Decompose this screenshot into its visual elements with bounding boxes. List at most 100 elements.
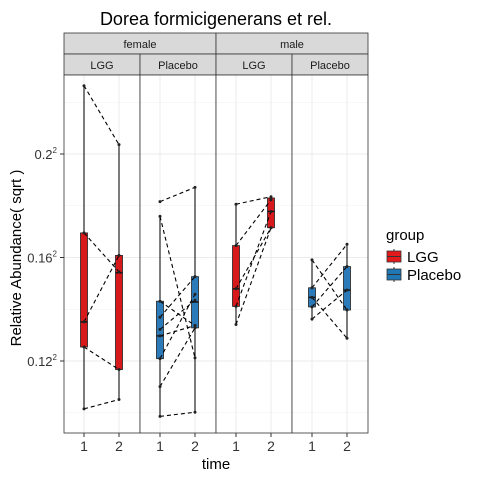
data-point xyxy=(117,270,121,274)
panel-background xyxy=(140,75,216,433)
paired-line xyxy=(159,299,196,330)
data-point xyxy=(193,185,197,189)
data-point xyxy=(269,226,273,230)
panel-female-lgg xyxy=(63,74,141,434)
panel-female-placebo xyxy=(139,74,217,434)
data-point xyxy=(234,287,238,291)
x-tick-label: 1 xyxy=(308,438,316,454)
facet-strip-label: LGG xyxy=(90,60,113,72)
paired-line xyxy=(159,216,196,359)
data-point xyxy=(158,414,162,418)
paired-line xyxy=(235,211,272,307)
data-point xyxy=(193,326,197,330)
data-point xyxy=(310,317,314,321)
x-axis: 1 2 1 2 1 2 1 2 xyxy=(80,433,351,454)
data-point xyxy=(310,286,314,290)
box-male-lgg-t1 xyxy=(232,245,240,307)
data-point xyxy=(193,298,197,302)
paired-line xyxy=(235,199,272,246)
paired-line xyxy=(311,259,348,311)
data-point xyxy=(269,198,273,202)
x-tick-label: 1 xyxy=(80,438,88,454)
paired-line xyxy=(159,300,196,327)
panel-male-lgg xyxy=(215,74,293,434)
panel-male-placebo xyxy=(291,74,369,434)
paired-line xyxy=(159,293,196,359)
x-tick-label: 2 xyxy=(343,438,351,454)
facet-panels xyxy=(63,74,369,434)
data-point xyxy=(269,195,273,199)
paired-line xyxy=(159,411,196,417)
data-point xyxy=(345,242,349,246)
panel-background xyxy=(64,75,140,433)
facet-strips: female male LGG Placebo LGG Placebo xyxy=(63,32,369,76)
data-point xyxy=(158,214,162,218)
x-tick-label: 1 xyxy=(232,438,240,454)
y-tick-label: 0.22 xyxy=(34,146,57,162)
data-point xyxy=(345,265,349,269)
x-axis-label: time xyxy=(202,456,230,473)
data-point xyxy=(345,288,349,292)
panel-border xyxy=(291,74,369,434)
chart-title: Dorea formicigenerans et rel. xyxy=(100,9,332,29)
panel-background xyxy=(216,75,292,433)
panel-background xyxy=(292,75,368,433)
y-axis-label: Relative Abundance( sqrt ) xyxy=(8,170,25,347)
data-point xyxy=(193,275,197,279)
paired-line xyxy=(83,399,120,410)
data-point xyxy=(82,320,86,324)
facet-strip-label: LGG xyxy=(242,60,265,72)
data-point xyxy=(158,334,162,338)
y-tick-label: 0.162 xyxy=(27,250,57,266)
data-point xyxy=(158,385,162,389)
data-point xyxy=(117,398,121,402)
x-tick-label: 2 xyxy=(267,438,275,454)
data-point xyxy=(82,84,86,88)
data-point xyxy=(158,315,162,319)
data-point xyxy=(193,292,197,296)
paired-line xyxy=(159,186,196,203)
paired-line xyxy=(311,266,348,308)
paired-line xyxy=(311,243,348,289)
legend-label-placebo: Placebo xyxy=(407,267,461,284)
paired-line xyxy=(311,289,348,320)
y-axis: 0.122 0.162 0.22 xyxy=(27,146,64,369)
y-tick-label: 0.122 xyxy=(27,353,57,369)
paired-line xyxy=(159,327,196,387)
paired-line xyxy=(83,255,120,323)
data-point xyxy=(193,356,197,360)
data-point xyxy=(117,253,121,257)
data-point xyxy=(158,200,162,204)
data-point xyxy=(193,324,197,328)
paired-line xyxy=(83,85,120,145)
facet-strip-label: male xyxy=(280,39,304,51)
data-point xyxy=(158,357,162,361)
data-point xyxy=(345,336,349,340)
data-point xyxy=(82,231,86,235)
paired-line xyxy=(159,276,196,318)
facet-strip-label: Placebo xyxy=(310,60,350,72)
box-male-placebo-t2 xyxy=(343,266,351,311)
paired-line xyxy=(235,227,272,325)
data-point xyxy=(269,209,273,213)
data-point xyxy=(310,258,314,262)
legend-key-lgg xyxy=(386,249,402,264)
data-point xyxy=(234,304,238,308)
x-tick-label: 2 xyxy=(115,438,123,454)
data-point xyxy=(193,410,197,414)
legend-key-placebo xyxy=(386,267,402,282)
data-point xyxy=(158,299,162,303)
box-female-lgg-t1 xyxy=(80,232,88,348)
paired-line xyxy=(159,325,196,337)
data-point xyxy=(234,244,238,248)
data-point xyxy=(117,368,121,372)
paired-line xyxy=(83,232,120,273)
data-point xyxy=(82,407,86,411)
data-point xyxy=(117,143,121,147)
data-point xyxy=(310,295,314,299)
x-tick-label: 2 xyxy=(191,438,199,454)
legend-title: group xyxy=(386,227,424,244)
data-point xyxy=(82,345,86,349)
legend-label-lgg: LGG xyxy=(407,249,439,266)
